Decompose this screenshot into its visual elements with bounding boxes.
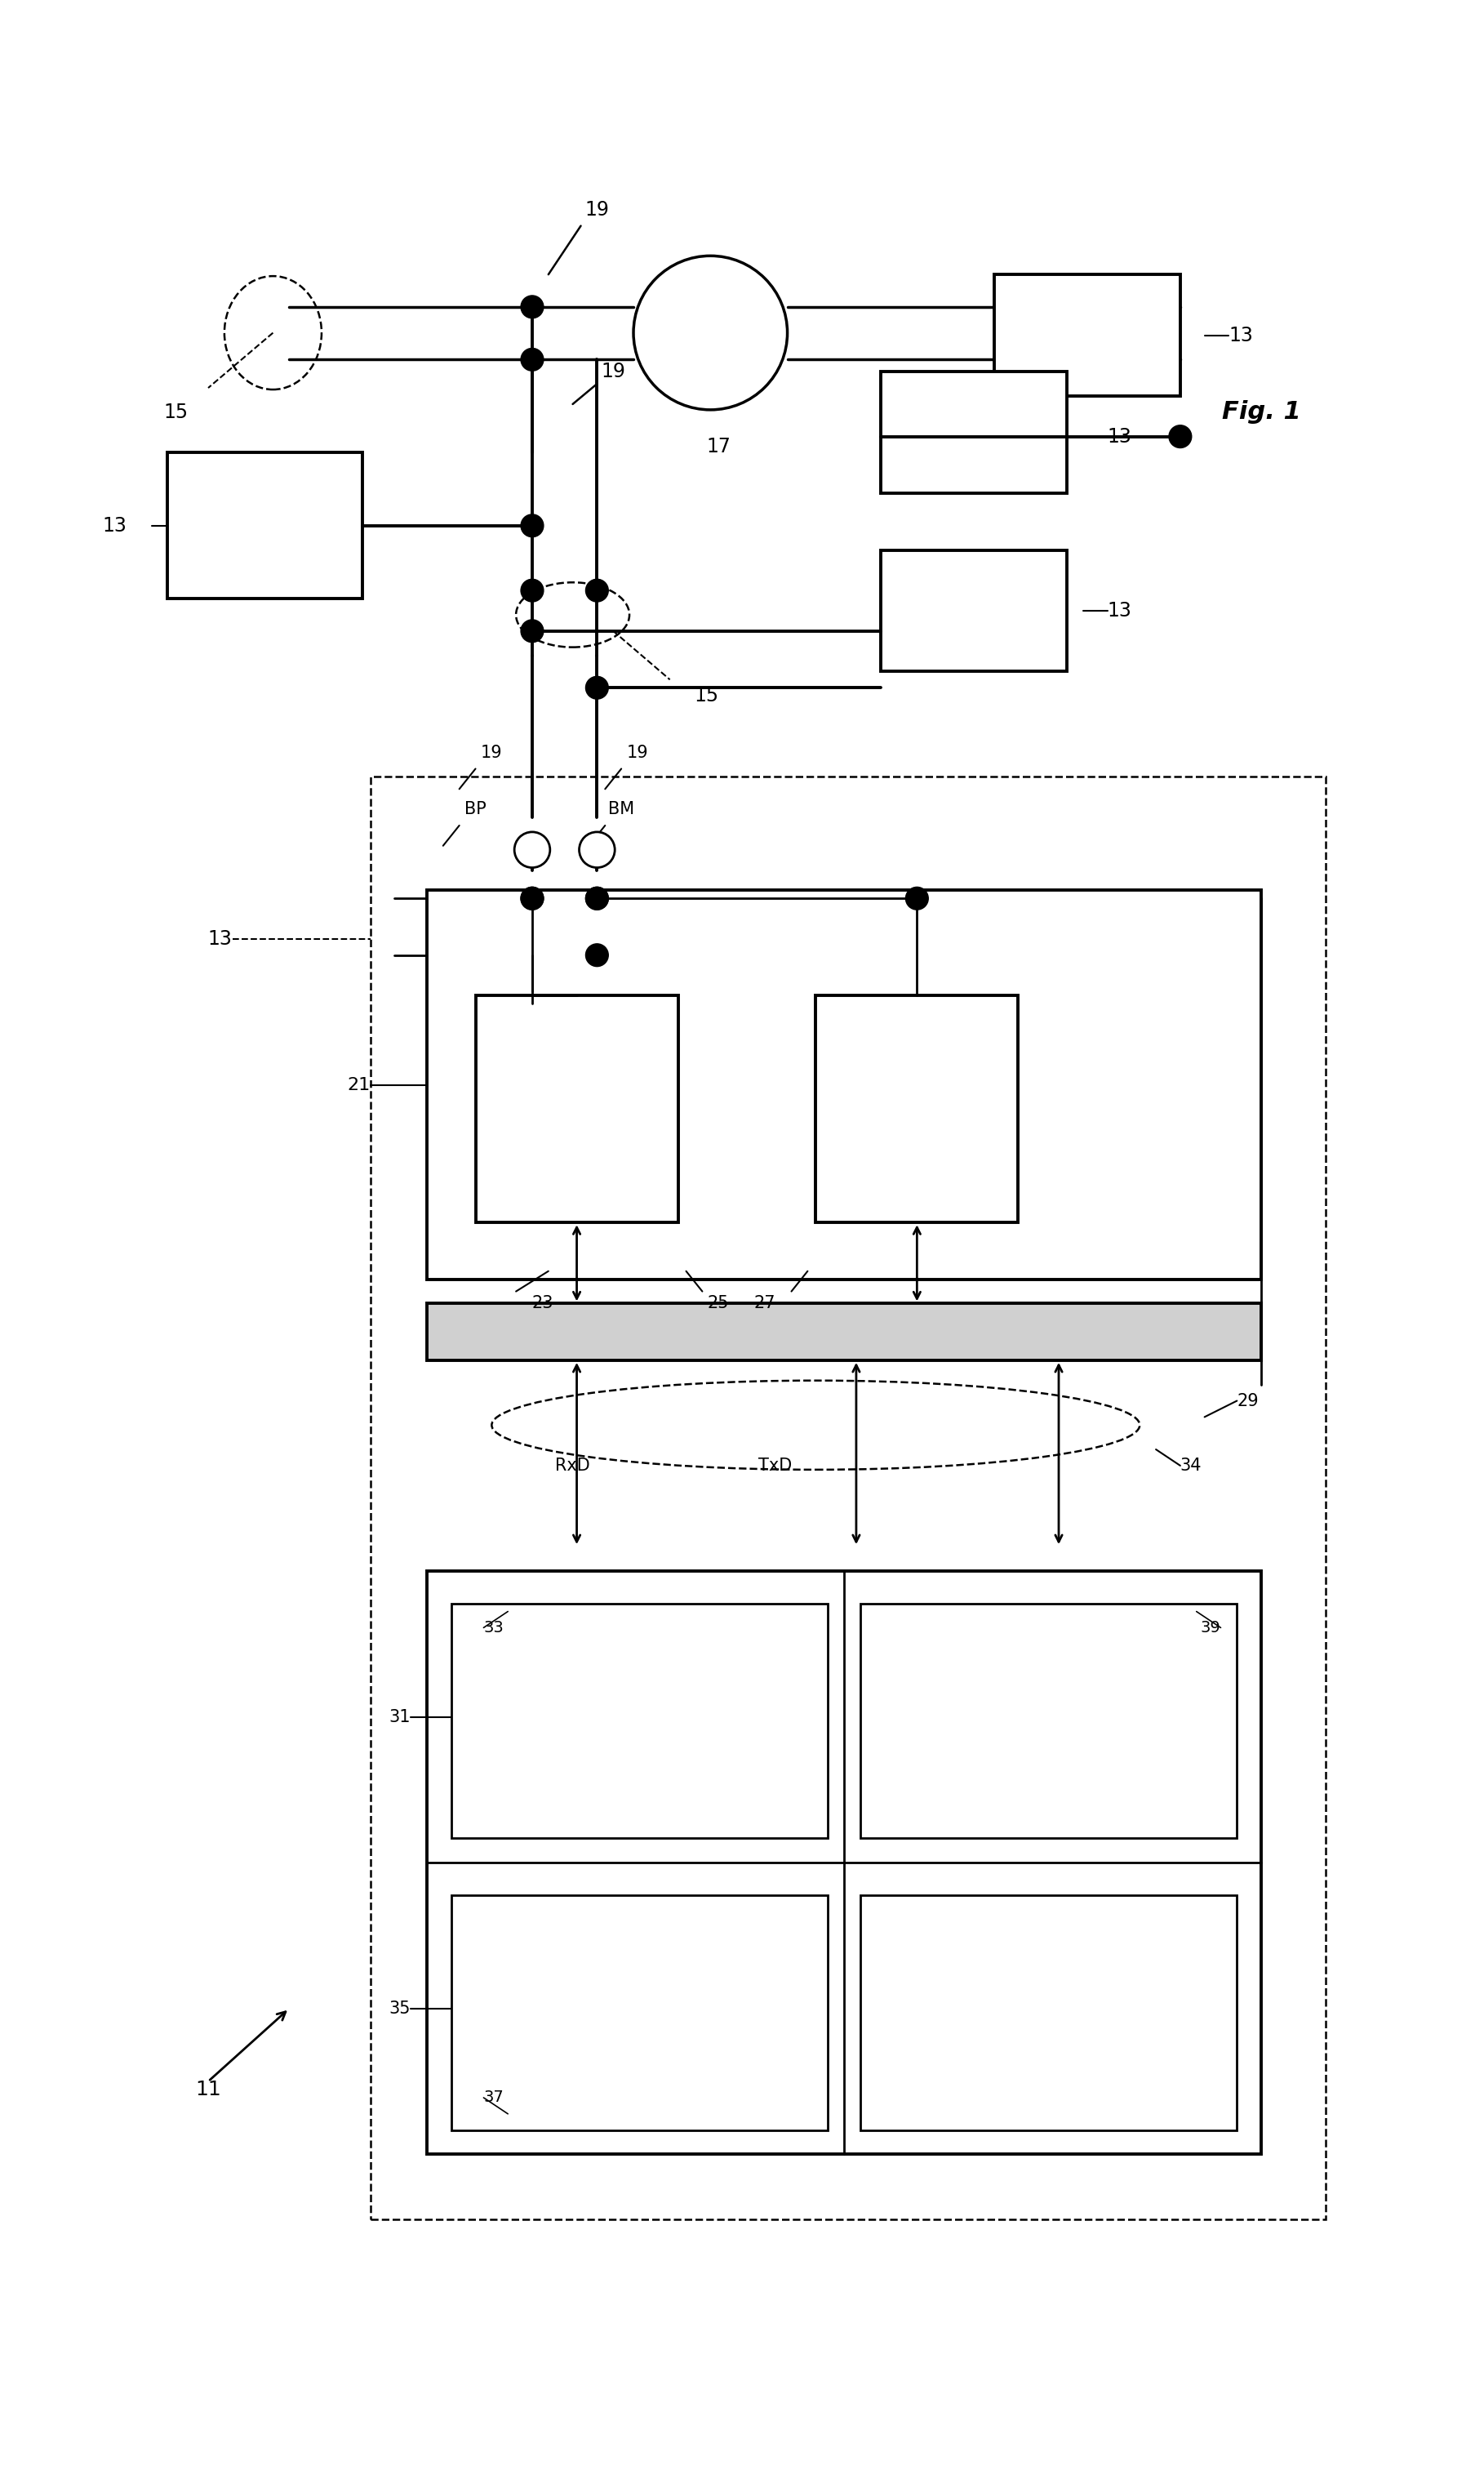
Bar <box>427 1570 1261 2155</box>
Circle shape <box>521 348 543 371</box>
Circle shape <box>905 888 929 911</box>
Bar <box>816 995 1018 1222</box>
Text: 17: 17 <box>706 435 730 455</box>
Text: 39: 39 <box>1201 1620 1221 1635</box>
Text: RxD: RxD <box>555 1458 591 1473</box>
Bar <box>168 453 362 600</box>
Text: 13: 13 <box>1229 326 1252 346</box>
Text: 13: 13 <box>1107 428 1132 445</box>
Bar <box>994 274 1180 396</box>
Text: TxD: TxD <box>758 1458 792 1473</box>
Text: 34: 34 <box>1180 1458 1202 1473</box>
Circle shape <box>521 620 543 642</box>
Circle shape <box>586 943 608 965</box>
Text: 23: 23 <box>533 1296 554 1311</box>
Circle shape <box>521 296 543 318</box>
Circle shape <box>515 831 551 868</box>
Text: 35: 35 <box>389 2000 411 2018</box>
Text: 21: 21 <box>347 1077 370 1092</box>
Circle shape <box>1169 425 1192 448</box>
Text: Fig. 1: Fig. 1 <box>1221 401 1301 423</box>
Text: 13: 13 <box>1107 602 1132 620</box>
Text: 37: 37 <box>484 2090 503 2105</box>
Bar <box>861 1896 1238 2130</box>
Text: 13: 13 <box>208 928 233 948</box>
Text: 25: 25 <box>708 1296 729 1311</box>
Bar <box>880 550 1067 672</box>
Circle shape <box>586 888 608 911</box>
Text: 31: 31 <box>389 1709 411 1724</box>
Bar <box>861 1602 1238 1839</box>
Text: 27: 27 <box>754 1296 775 1311</box>
Circle shape <box>586 677 608 699</box>
Bar <box>880 371 1067 493</box>
Text: 19: 19 <box>585 199 610 219</box>
Circle shape <box>521 888 543 911</box>
Circle shape <box>521 515 543 537</box>
Text: 11: 11 <box>196 2080 221 2100</box>
Text: 15: 15 <box>163 403 188 423</box>
Text: 33: 33 <box>484 1620 503 1635</box>
Text: 13: 13 <box>102 515 128 535</box>
Bar <box>451 1602 828 1839</box>
Text: 19: 19 <box>481 744 503 761</box>
Text: 19: 19 <box>626 744 649 761</box>
Bar <box>451 1896 828 2130</box>
Bar <box>370 776 1327 2219</box>
Text: 19: 19 <box>601 361 625 381</box>
Text: BP: BP <box>464 801 487 819</box>
Text: 15: 15 <box>695 687 718 707</box>
Text: BM: BM <box>608 801 635 819</box>
Circle shape <box>586 580 608 602</box>
Circle shape <box>586 888 608 911</box>
Circle shape <box>521 580 543 602</box>
Bar <box>427 1304 1261 1361</box>
Circle shape <box>521 888 543 911</box>
Circle shape <box>579 831 614 868</box>
Text: 29: 29 <box>1238 1393 1258 1408</box>
Bar <box>427 891 1261 1279</box>
Bar <box>475 995 678 1222</box>
